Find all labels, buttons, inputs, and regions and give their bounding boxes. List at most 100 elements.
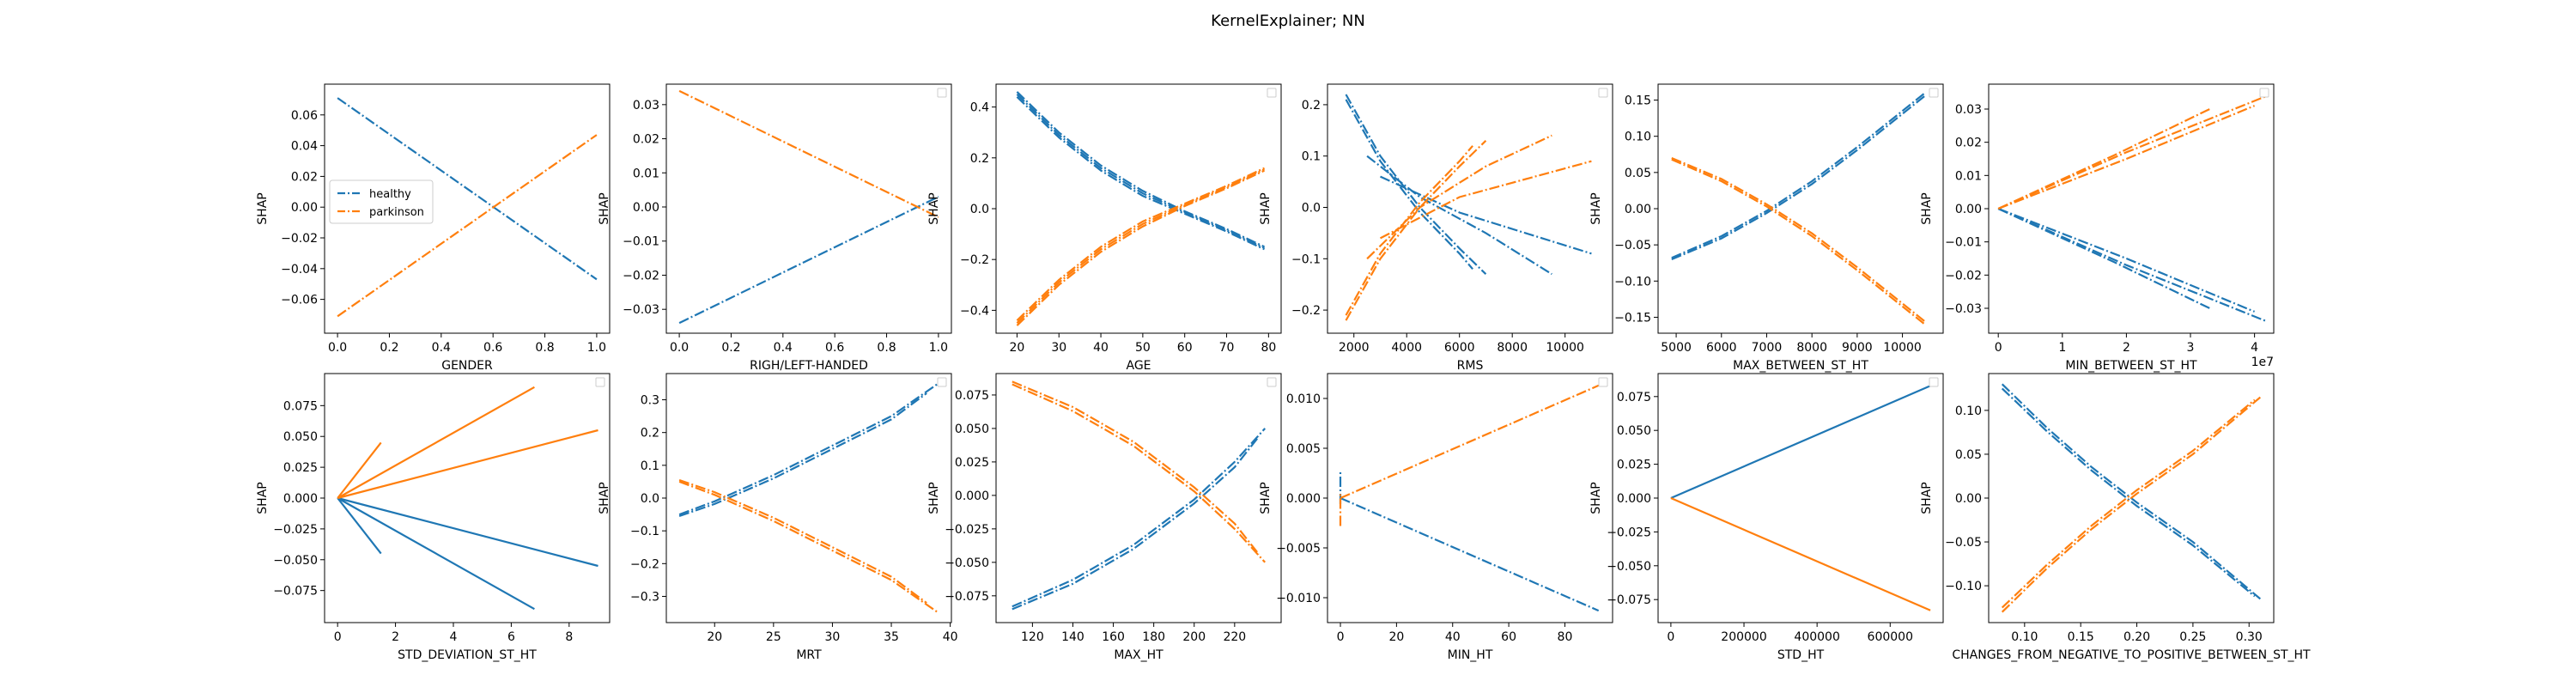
y-tick-label: −0.025 [945,523,989,537]
x-tick-label: 0.4 [774,341,793,355]
series-line-parkinson [1366,134,1552,260]
subplot-3: 20 30 40 50 60 70 80 −0.4 −0.2 0.0 0.2 0.4 AGE SHAP [927,83,1282,373]
y-tick-label: 0.03 [1955,103,1982,117]
y-tick-label: −0.050 [945,556,989,570]
y-tick-label: −0.2 [960,253,989,267]
y-axis-label: SHAP [256,482,270,514]
axes-frame [324,373,611,623]
y-tick-label: −0.2 [1291,304,1321,318]
x-tick-label: 0.6 [825,341,844,355]
x-tick-label: 0.2 [380,341,398,355]
axes-frame [1657,83,1944,334]
series-line-parkinson [678,480,939,614]
x-tick-label: 0.30 [2236,630,2263,644]
x-tick-label: 70 [1219,341,1235,355]
subplot-9: 120 140 160 180 200 220 −0.075 −0.050 −0.025 0.00… [927,373,1282,662]
y-tick-label: 0.025 [1617,459,1651,472]
y-tick-label: 0.00 [291,201,318,215]
y-tick-label: 0.00 [1955,203,1982,216]
x-axis-label: RIGH/LEFT-HANDED [750,359,868,373]
series-line-healthy [1012,435,1260,611]
y-axis-label: SHAP [927,482,941,514]
x-tick-label: 0 [334,630,342,644]
subplot-1: 0.0 0.2 0.4 0.6 0.8 1.0 −0.06 −0.04 −0.02 0.00 0.0… [256,83,611,373]
series-line-healthy [1997,208,2210,309]
x-tick-label: 0 [1337,630,1345,644]
series-line-parkinson [1345,145,1473,316]
plot-area [337,97,598,318]
x-tick-label: 10000 [1546,341,1584,355]
y-tick-label: 0.050 [283,430,318,444]
empty-legend-box [595,377,605,387]
x-tick-label: 0.25 [2179,630,2206,644]
axes-frame [665,373,952,623]
y-axis-label: SHAP [598,192,611,224]
y-tick-label: −0.01 [623,235,659,249]
x-tick-label: 7000 [1752,341,1783,355]
y-tick-label: −0.010 [1276,592,1321,605]
axes-frame [1327,83,1613,334]
series-line-healthy [1016,96,1265,251]
x-axis-label: MIN_BETWEEN_ST_HT [2065,359,2197,373]
y-tick-label: −0.06 [281,294,318,307]
y-axis-label: SHAP [1920,192,1934,224]
x-tick-label: 200000 [1721,630,1766,644]
x-tick-label: 60 [1177,341,1193,355]
axes-frame [665,83,952,334]
x-axis-label: MRT [796,648,822,662]
series-line-parkinson [1016,168,1265,324]
axes-frame [324,83,611,334]
y-tick-label: 0.005 [1286,442,1321,456]
y-axis-label: SHAP [1259,192,1273,224]
series-line-parkinson [678,478,927,604]
axes-frame [1988,83,2275,334]
plot-area [1345,94,1592,321]
figure-title: KernelExplainer; NN [1211,12,1365,30]
y-tick-label: 0.15 [1625,94,1651,108]
series-line-healthy [2001,387,2256,598]
series-line-healthy [1345,94,1487,275]
y-tick-label: −0.04 [281,263,318,277]
legend-box [329,179,434,224]
y-tick-label: 0.06 [291,109,318,123]
series-line-healthy [337,496,598,568]
series-line-healthy [1670,385,1931,500]
series-line-healthy [1366,155,1552,276]
x-tick-label: 220 [1223,630,1246,644]
x-tick-label: 0.6 [483,341,502,355]
subplot-10: 0 20 40 60 80 −0.010 −0.005 0.000 0.005 0.010 MIN_… [1259,373,1613,662]
series-line-healthy [337,497,382,555]
axes-frame [995,373,1282,623]
subplot-4: 2000 4000 6000 8000 10000 −0.2 −0.1 0.0 0.1 0.2 RM… [1259,83,1613,373]
x-tick-label: 200 [1182,630,1206,644]
series-line-healthy [1012,428,1267,608]
y-tick-label: −0.050 [273,554,318,568]
subplot-2: 0.0 0.2 0.4 0.6 0.8 1.0 −0.03 −0.02 −0.01 0.00 0.0… [598,83,952,373]
y-tick-label: 0.03 [633,99,659,112]
y-tick-label: 0.025 [283,461,318,475]
y-tick-label: −0.075 [945,590,989,604]
series-line-healthy [1997,207,2256,313]
y-tick-label: −0.075 [1607,593,1651,607]
x-tick-label: 20 [1009,341,1024,355]
axes-frame [995,83,1282,334]
y-tick-label: −0.01 [1945,236,1982,250]
x-tick-label: 40 [943,630,958,644]
x-tick-label: 30 [1051,341,1066,355]
y-tick-label: 0.0 [1302,202,1321,216]
y-axis-label: SHAP [1589,192,1603,224]
x-tick-label: 0 [1995,341,2002,355]
y-tick-label: 0.075 [955,389,989,403]
y-tick-label: −0.02 [1945,269,1982,283]
x-tick-label: 8000 [1796,341,1827,355]
x-axis-label: GENDER [441,359,493,373]
y-tick-label: 0.2 [1302,99,1321,112]
y-tick-label: −0.4 [960,304,989,318]
y-axis-label: SHAP [598,482,611,514]
y-tick-label: −0.025 [1607,526,1651,539]
empty-legend-box [1929,88,1939,98]
y-tick-label: −0.1 [1291,252,1321,266]
plot-area [1016,91,1265,326]
y-tick-label: −0.3 [630,590,659,604]
